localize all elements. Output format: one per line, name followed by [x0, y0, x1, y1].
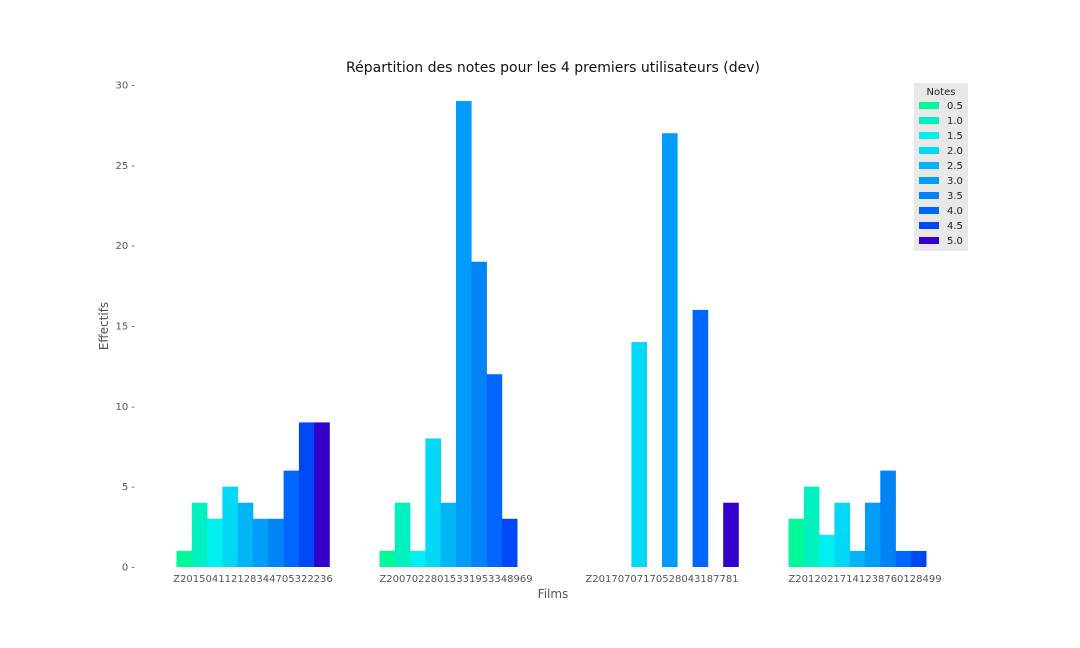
legend-label: 5.0: [947, 236, 963, 247]
chart-title: Répartition des notes pour les 4 premier…: [346, 60, 760, 76]
bar: [471, 261, 487, 567]
bar: [268, 518, 284, 567]
legend-swatch: [919, 132, 939, 139]
y-tick-label: 10 -: [115, 402, 135, 413]
x-tick-label: Z20070228015331953348969: [379, 574, 532, 585]
legend-label: 3.0: [947, 176, 963, 187]
bar: [803, 486, 820, 567]
bar: [456, 101, 472, 567]
bar: [849, 550, 866, 567]
bar: [501, 518, 518, 567]
y-axis-label: Effectifs: [97, 302, 111, 350]
bar: [237, 502, 254, 567]
x-tick-label: Z20170707170528043187781: [585, 574, 738, 585]
bar: [191, 502, 208, 567]
bar: [910, 550, 927, 567]
y-tick-label: 5 -: [122, 482, 136, 493]
legend-label: 0.5: [947, 101, 963, 112]
bar: [176, 550, 193, 567]
y-tick-label: 25 -: [115, 161, 135, 172]
legend-label: 2.5: [947, 161, 963, 172]
legend-title: Notes: [927, 87, 956, 98]
legend-label: 1.5: [947, 131, 963, 142]
bar: [298, 422, 315, 567]
x-axis: Z201504112128344705322236 Z20070228015331…: [173, 574, 941, 585]
bar: [314, 422, 330, 567]
bars: [176, 101, 927, 567]
legend-label: 4.0: [947, 206, 963, 217]
bar: [283, 470, 300, 567]
bar: [834, 502, 850, 567]
legend-swatch: [919, 207, 939, 214]
legend-label: 2.0: [947, 146, 963, 157]
legend-swatch: [919, 177, 939, 184]
legend-items: 0.5 1.0 1.5 2.0 2.5 3.0 3.5 4.0 4.5 5.0: [919, 101, 963, 247]
legend-swatch: [919, 192, 939, 199]
bar: [486, 374, 503, 567]
legend-swatch: [919, 117, 939, 124]
bar: [880, 470, 896, 567]
bar: [222, 486, 238, 567]
bar: [895, 550, 912, 567]
legend-label: 3.5: [947, 191, 963, 202]
legend-swatch: [919, 237, 939, 244]
x-axis-label: Films: [538, 587, 569, 601]
legend-swatch: [919, 147, 939, 154]
bar: [723, 502, 739, 567]
y-tick-label: 20 -: [115, 241, 135, 252]
legend: Notes 0.5 1.0 1.5 2.0 2.5 3.0 3.5 4.0 4.5 5.0: [914, 83, 968, 251]
legend-swatch: [919, 102, 939, 109]
bar: [410, 550, 426, 567]
y-tick-label: 0 -: [122, 563, 136, 574]
y-tick-label: 15 -: [115, 322, 135, 333]
legend-label: 4.5: [947, 221, 963, 232]
x-tick-label: Z201504112128344705322236: [173, 574, 333, 585]
bar: [692, 309, 709, 567]
bar: [440, 502, 457, 567]
bar: [819, 534, 835, 567]
legend-swatch: [919, 162, 939, 169]
bar: [425, 438, 441, 567]
y-axis: 0 - 5 - 10 - 15 - 20 - 25 - 30 -: [115, 81, 135, 574]
x-tick-label: Z20120217141238760128499: [788, 574, 941, 585]
bar: [379, 550, 396, 567]
bar: [788, 518, 805, 567]
bar: [662, 133, 678, 567]
bar: [631, 342, 647, 567]
bar: [865, 502, 881, 567]
y-tick-label: 30 -: [115, 81, 135, 92]
bar: [253, 518, 269, 567]
bar: [394, 502, 411, 567]
legend-swatch: [919, 222, 939, 229]
legend-label: 1.0: [947, 116, 963, 127]
bar: [207, 518, 223, 567]
